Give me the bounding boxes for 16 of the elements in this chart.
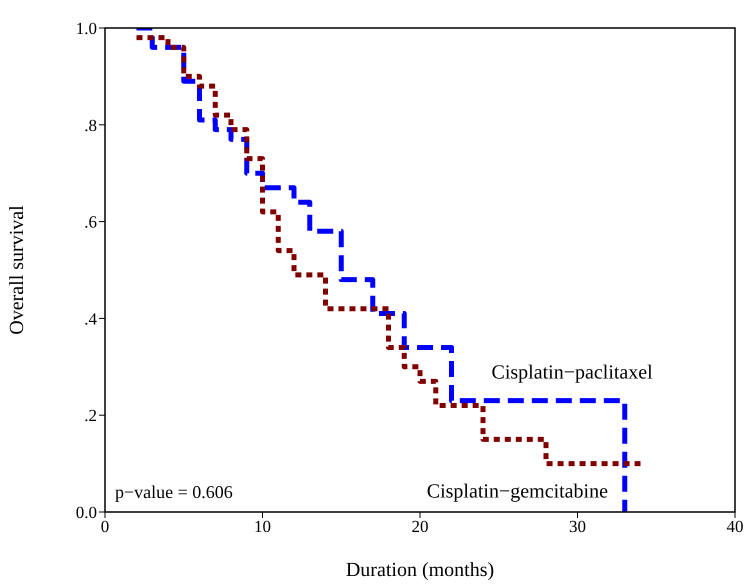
series-label: Cisplatin−paclitaxel — [492, 362, 654, 384]
y-tick-label: .2 — [84, 406, 97, 426]
y-tick-label: .6 — [84, 212, 97, 232]
x-tick-label: 0 — [100, 517, 110, 536]
x-tick-label: 30 — [569, 517, 586, 536]
x-tick-label: 20 — [412, 517, 428, 536]
y-tick-label: .4 — [84, 309, 98, 328]
y-tick-label: .8 — [84, 116, 97, 135]
y-tick-label: 1.0 — [76, 19, 97, 38]
annotation: p−value = 0.606 — [115, 482, 233, 502]
x-tick-label: 40 — [726, 517, 744, 536]
series-label: Cisplatin−gemcitabine — [426, 480, 608, 503]
y-tick-label: 0.0 — [76, 503, 97, 522]
x-tick-label: 10 — [254, 517, 271, 536]
x-axis-title: Duration (months) — [346, 559, 494, 581]
y-axis-title: Overall survival — [6, 204, 28, 335]
